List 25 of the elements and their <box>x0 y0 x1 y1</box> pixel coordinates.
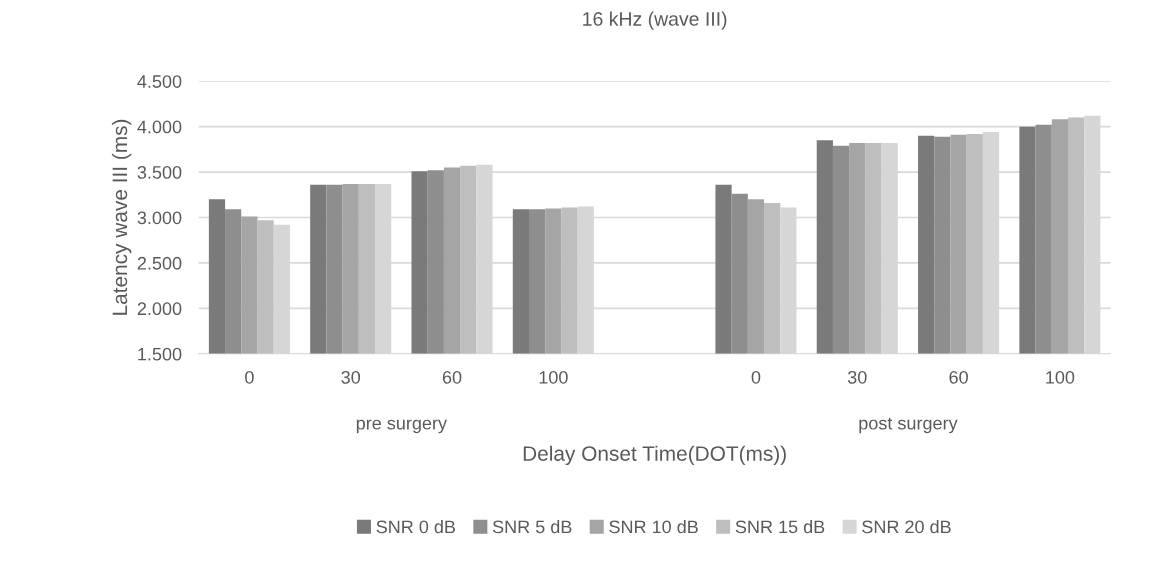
y-tick-label: 4.000 <box>137 120 182 134</box>
legend-label: SNR 15 dB <box>735 519 825 534</box>
text: pre surgery <box>356 419 447 434</box>
x-tick-label: 30 <box>341 370 361 384</box>
x-axis-title: Delay Onset Time(DOT(ms)) <box>523 445 786 466</box>
legend-label: SNR 0 dB <box>376 519 456 534</box>
y-tick-label: 3.000 <box>137 211 182 225</box>
x-tick-label: 100 <box>539 370 568 384</box>
x-tick-label: 60 <box>949 370 968 384</box>
x-tick-label: 30 <box>847 370 867 384</box>
y-tick-label: 4.500 <box>137 75 182 88</box>
chart-title: 16 kHz (wave III) <box>583 11 727 30</box>
x-tick-label: 60 <box>442 370 462 384</box>
y-tick-label: 2.500 <box>137 256 182 270</box>
x-tick-label: 0 <box>245 370 254 384</box>
y-tick-label: 1.500 <box>138 347 182 361</box>
y-axis-title: Latency wave III (ms) <box>111 119 132 315</box>
x-tick-label: 0 <box>751 370 761 384</box>
y-tick-label: 2.000 <box>137 302 182 316</box>
y-tick-label: 3.500 <box>137 166 182 179</box>
x-tick-label: 100 <box>1046 370 1075 384</box>
legend-label: SNR 10 dB <box>609 519 698 534</box>
legend-label: SNR 5 dB <box>492 519 572 534</box>
text: post surgery <box>859 417 958 434</box>
legend-label: SNR 20 dB <box>862 519 951 534</box>
